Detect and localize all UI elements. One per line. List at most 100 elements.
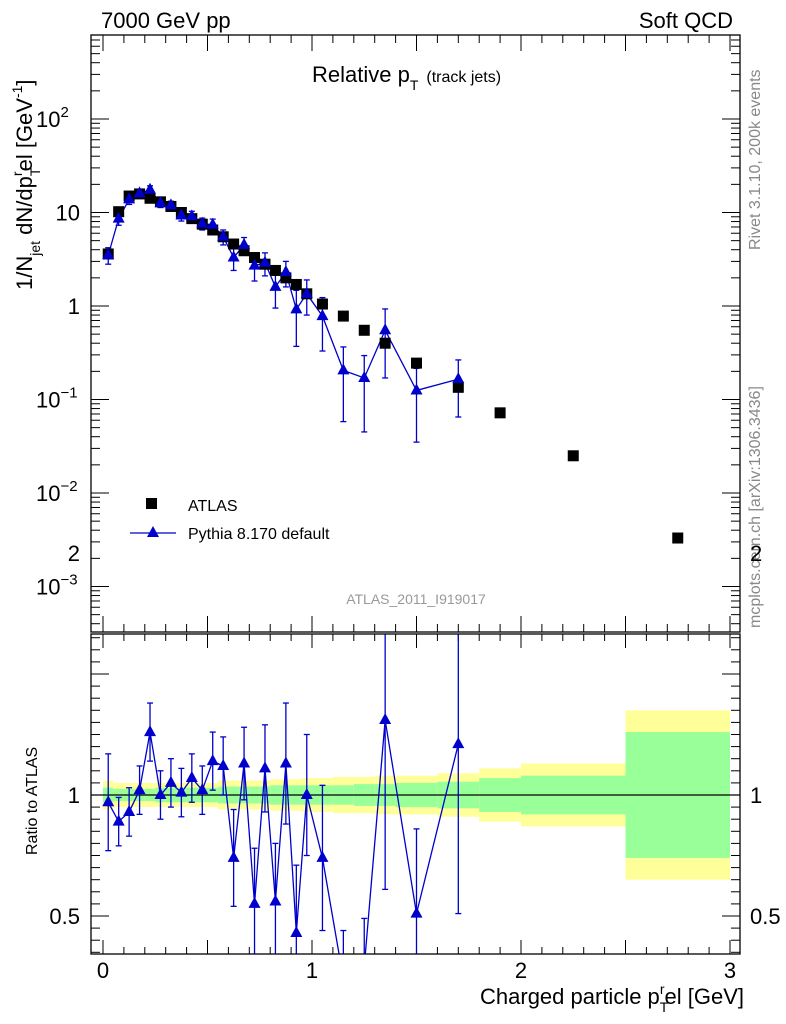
xlabel-sub: T xyxy=(660,999,669,1015)
legend-marker-atlas xyxy=(146,498,157,509)
x-tick-label: 2 xyxy=(515,958,527,983)
ratio-point xyxy=(133,783,146,795)
ratio-point xyxy=(337,972,349,983)
legend-label-pythia: Pythia 8.170 default xyxy=(188,526,330,543)
tick-base: 10 xyxy=(36,107,60,132)
mc-line xyxy=(107,189,459,392)
ratio-y-tick-label: 2 xyxy=(68,541,80,566)
mc-point xyxy=(112,211,125,223)
ratio-point xyxy=(144,725,157,737)
ratio-point xyxy=(112,814,125,826)
atlas-point xyxy=(290,278,302,290)
x-tick-label: 0 xyxy=(97,958,109,983)
mc-point xyxy=(337,363,350,375)
ylabel-c: el [GeV xyxy=(12,98,37,172)
atlas-point xyxy=(672,532,684,544)
ylabel-a-sub: jet xyxy=(27,241,43,257)
mc-point xyxy=(154,196,167,208)
mc-point xyxy=(185,209,198,221)
legend: ATLAS Pythia 8.170 default xyxy=(130,498,330,543)
ratio-point xyxy=(279,756,292,768)
ratio-point xyxy=(300,788,313,799)
atlas-point xyxy=(494,407,506,419)
ratio-y-tick-label-right: 2 xyxy=(750,541,762,566)
ratio-point xyxy=(196,783,209,795)
plot-title: Relative pT (track jets) xyxy=(312,62,501,93)
legend-marker-pythia xyxy=(147,526,159,537)
mc-point xyxy=(175,208,188,220)
ylabel-a: 1/N xyxy=(12,256,37,290)
ratio-y-tick-label: 0.5 xyxy=(49,904,80,929)
rivet-label: Rivet 3.1.10, 200k events xyxy=(747,69,764,250)
ratio-point xyxy=(164,775,177,787)
atlas-point xyxy=(269,264,281,276)
ratio-point xyxy=(206,754,219,766)
atlas-point xyxy=(452,381,464,393)
xlabel-a: Charged particle p xyxy=(480,984,660,1009)
ratio-series xyxy=(102,634,465,983)
tick-exponent: 2 xyxy=(60,104,68,121)
xlabel-b: el [GeV] xyxy=(665,984,744,1009)
legend-label-atlas: ATLAS xyxy=(188,498,238,515)
ratio-point xyxy=(316,850,329,862)
main-y-tick-label: 1 xyxy=(68,294,80,319)
ratio-point xyxy=(269,894,282,906)
atlas-point xyxy=(567,450,579,462)
ratio-y-axis-label: Ratio to ATLAS xyxy=(24,747,41,855)
mc-point xyxy=(227,250,240,262)
header-category: Soft QCD xyxy=(639,8,733,33)
mc-point xyxy=(102,248,115,260)
atlas-point xyxy=(280,272,292,284)
ratio-point xyxy=(217,758,230,770)
mc-point xyxy=(248,258,261,270)
ratio-point xyxy=(185,771,198,783)
ratio-point xyxy=(290,925,303,937)
x-tick-label: 3 xyxy=(724,958,736,983)
tick-exponent: −3 xyxy=(60,572,77,589)
mc-point xyxy=(123,192,136,204)
ratio-point xyxy=(258,761,271,773)
ylabel-d: ] xyxy=(12,79,37,85)
mc-point xyxy=(269,279,282,291)
mc-point xyxy=(164,198,177,210)
ratio-point xyxy=(123,804,136,816)
mc-point xyxy=(144,182,157,194)
mc-point xyxy=(133,186,146,198)
ylabel-b-sub: T xyxy=(27,167,43,176)
mc-point xyxy=(238,237,251,249)
atlas-point xyxy=(238,245,250,257)
ylabel-b-sup: r xyxy=(9,171,25,176)
mc-point xyxy=(410,383,423,395)
mc-point xyxy=(316,309,329,321)
atlas-point xyxy=(316,298,328,310)
plot-title-main: Relative p xyxy=(312,62,410,87)
tick-base: 10 xyxy=(36,481,60,506)
atlas-point xyxy=(379,337,391,349)
mc-point xyxy=(279,265,292,277)
ratio-point xyxy=(175,785,188,797)
mc-point xyxy=(206,217,219,229)
x-tick-label: 1 xyxy=(306,958,318,983)
atlas-point xyxy=(144,192,156,204)
main-y-tick-label: 10−2 xyxy=(36,478,78,506)
tick-base: 10 xyxy=(36,388,60,413)
ylabel-b: dN/dp xyxy=(12,176,37,241)
ratio-point xyxy=(452,737,465,749)
atlas-point xyxy=(358,324,370,336)
analysis-id: ATLAS_2011_I919017 xyxy=(346,591,486,607)
atlas-point xyxy=(228,238,240,250)
ratio-point xyxy=(102,795,115,807)
main-y-tick-label: 10 xyxy=(56,201,80,226)
mc-point xyxy=(196,216,209,228)
mc-point xyxy=(358,370,371,382)
main-series xyxy=(102,182,684,544)
ratio-point xyxy=(379,712,392,724)
mc-point xyxy=(452,372,465,384)
main-y-tick-label: 102 xyxy=(36,104,69,132)
atlas-point xyxy=(337,310,349,322)
ratio-line xyxy=(107,719,459,954)
mc-point xyxy=(290,302,303,314)
ratio-y-tick-label: 1 xyxy=(68,783,80,808)
